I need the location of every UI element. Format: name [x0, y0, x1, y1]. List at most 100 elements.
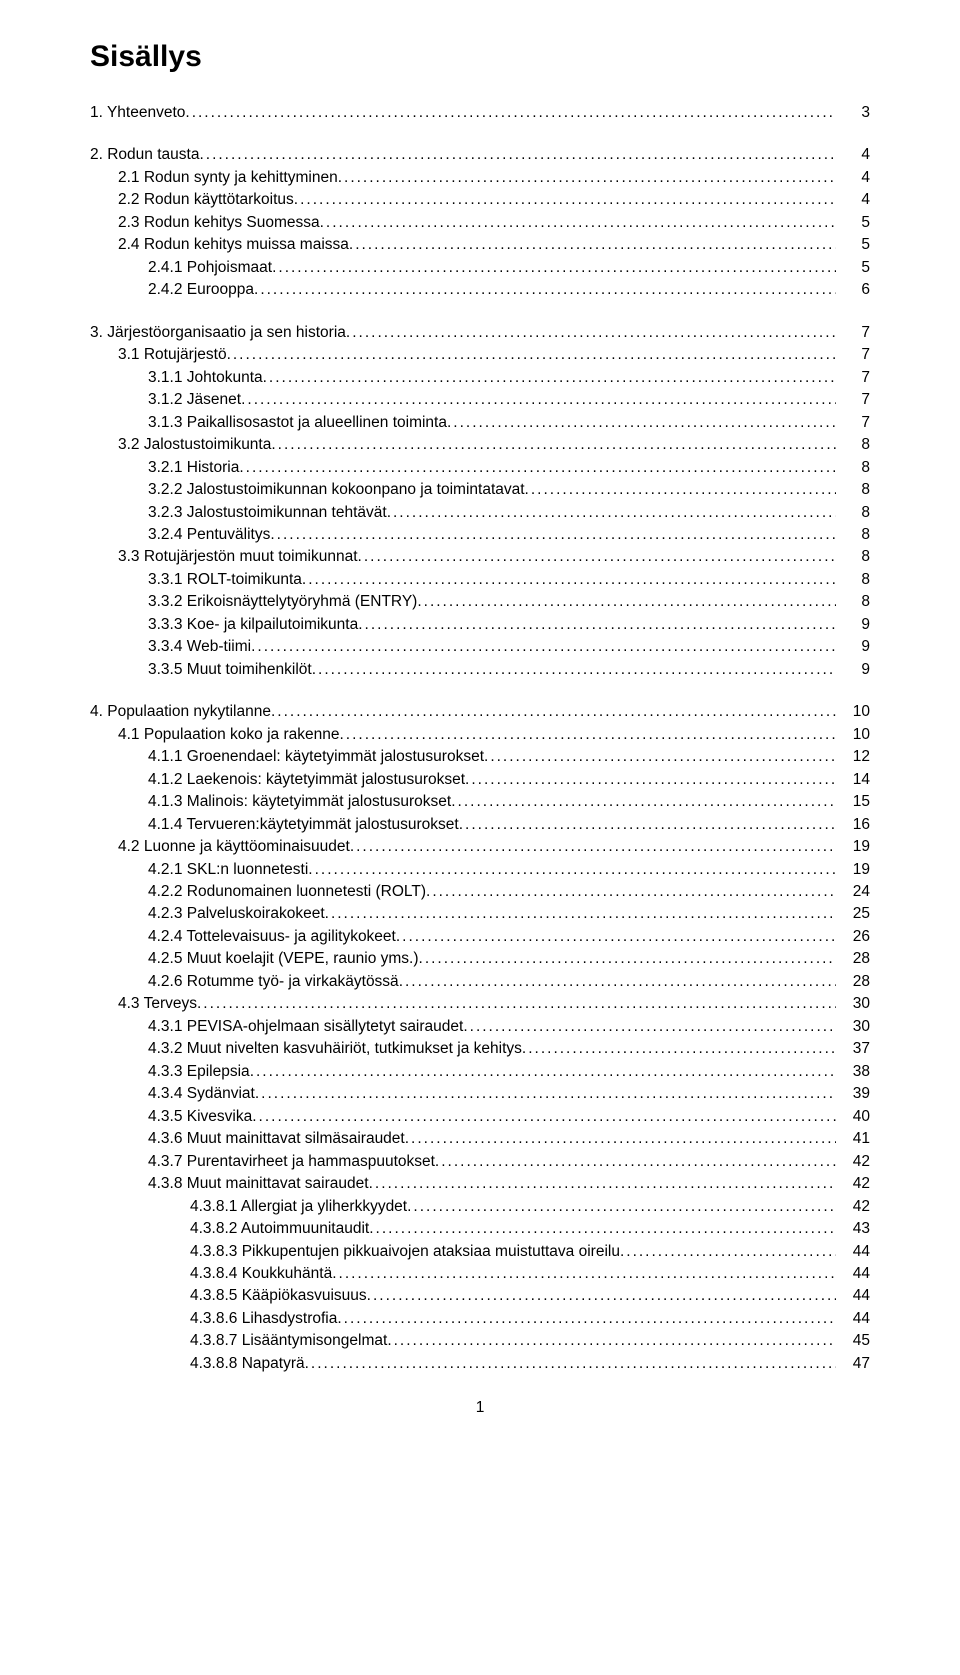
toc-entry-label: 4.3.2 Muut nivelten kasvuhäiriöt, tutkim… — [90, 1038, 522, 1060]
toc-leader-dots — [185, 102, 836, 124]
toc-row: 4.3.4 Sydänviat 39 — [90, 1083, 870, 1105]
toc-entry-label: 4.1.2 Laekenois: käytetyimmät jalostusur… — [90, 769, 465, 791]
toc-entry-label: 4.3 Terveys — [90, 993, 197, 1015]
toc-entry-page: 4 — [836, 144, 870, 166]
toc-entry-page: 42 — [836, 1151, 870, 1173]
toc-entry-label: 4.3.8.3 Pikkupentujen pikkuaivojen ataks… — [90, 1241, 620, 1263]
toc-entry-label: 4.2.4 Tottelevaisuus- ja agilitykokeet — [90, 926, 396, 948]
toc-row: 4.3.8.8 Napatyrä47 — [90, 1353, 870, 1375]
toc-entry-label: 3.2.4 Pentuvälitys — [90, 524, 270, 546]
toc-row: 4.3.8.2 Autoimmuunitaudit43 — [90, 1218, 870, 1240]
toc-leader-dots — [447, 412, 836, 434]
toc-row: 4.1.1 Groenendael: käytetyimmät jalostus… — [90, 746, 870, 768]
toc-entry-page: 10 — [836, 701, 870, 723]
toc-entry-page: 38 — [836, 1061, 870, 1083]
toc-entry-page: 14 — [836, 769, 870, 791]
toc-row: 2. Rodun tausta4 — [90, 144, 870, 166]
toc-entry-page: 8 — [836, 479, 870, 501]
toc-entry-label: 3.1.3 Paikallisosastot ja alueellinen to… — [90, 412, 447, 434]
toc-leader-dots — [435, 1151, 836, 1173]
toc-entry-label: 2.3 Rodun kehitys Suomessa — [90, 212, 320, 234]
toc-row: 4.3 Terveys30 — [90, 993, 870, 1015]
toc-entry-page: 8 — [836, 524, 870, 546]
toc-row: 3.3.4 Web-tiimi9 — [90, 636, 870, 658]
toc-entry-label: 3.3.4 Web-tiimi — [90, 636, 251, 658]
toc-row: 2.4.1 Pohjoismaat5 — [90, 257, 870, 279]
toc-row: 4.2.1 SKL:n luonnetesti19 — [90, 859, 870, 881]
toc-entry-label: 4.1.4 Tervueren:käytetyimmät jalostusuro… — [90, 814, 459, 836]
toc-entry-label: 2.4.1 Pohjoismaat — [90, 257, 272, 279]
toc-entry-page: 28 — [836, 971, 870, 993]
toc-entry-label: 4. Populaation nykytilanne — [90, 701, 271, 723]
toc-leader-dots — [199, 144, 836, 166]
toc-leader-dots — [367, 1285, 836, 1307]
toc-row: 3.1.2 Jäsenet7 — [90, 389, 870, 411]
toc-row: 3.3 Rotujärjestön muut toimikunnat8 — [90, 546, 870, 568]
toc-entry-page: 41 — [836, 1128, 870, 1150]
toc-entry-page: 44 — [836, 1285, 870, 1307]
toc-section: 4. Populaation nykytilanne 104.1 Populaat… — [90, 701, 870, 1375]
toc-entry-label: 4.3.3 Epilepsia — [90, 1061, 250, 1083]
toc-entry-label: 4.3.8.7 Lisääntymisongelmat — [90, 1330, 387, 1352]
toc-leader-dots — [272, 257, 836, 279]
toc-row: 1. Yhteenveto3 — [90, 102, 870, 124]
toc-entry-label: 3.1.2 Jäsenet — [90, 389, 241, 411]
toc-entry-page: 19 — [836, 836, 870, 858]
toc-leader-dots — [241, 389, 836, 411]
toc-leader-dots — [399, 971, 836, 993]
toc-entry-page: 24 — [836, 881, 870, 903]
toc-leader-dots — [417, 591, 836, 613]
toc-entry-page: 7 — [836, 322, 870, 344]
toc-leader-dots — [270, 524, 836, 546]
toc-entry-label: 4.3.8.8 Napatyrä — [90, 1353, 305, 1375]
toc-entry-page: 39 — [836, 1083, 870, 1105]
toc-row: 4.3.2 Muut nivelten kasvuhäiriöt, tutkim… — [90, 1038, 870, 1060]
toc-row: 4.2.3 Palveluskoirakokeet25 — [90, 903, 870, 925]
toc-entry-label: 4.2.2 Rodunomainen luonnetesti (ROLT) — [90, 881, 426, 903]
toc-section: 1. Yhteenveto3 — [90, 102, 870, 124]
toc-entry-label: 3.3.1 ROLT-toimikunta — [90, 569, 302, 591]
toc-entry-label: 4.3.8.6 Lihasdystrofia — [90, 1308, 337, 1330]
toc-leader-dots — [451, 791, 836, 813]
toc-entry-label: 3. Järjestöorganisaatio ja sen historia — [90, 322, 346, 344]
toc-entry-page: 5 — [836, 212, 870, 234]
toc-entry-label: 4.1.1 Groenendael: käytetyimmät jalostus… — [90, 746, 484, 768]
toc-leader-dots — [254, 279, 836, 301]
toc-entry-page: 28 — [836, 948, 870, 970]
toc-leader-dots — [227, 344, 836, 366]
toc-entry-page: 12 — [836, 746, 870, 768]
toc-leader-dots — [484, 746, 836, 768]
toc-row: 4.1 Populaation koko ja rakenne10 — [90, 724, 870, 746]
toc-leader-dots — [463, 1016, 836, 1038]
toc-entry-label: 4.3.1 PEVISA-ohjelmaan sisällytetyt sair… — [90, 1016, 463, 1038]
toc-row: 2.1 Rodun synty ja kehittyminen4 — [90, 167, 870, 189]
toc-leader-dots — [250, 1061, 836, 1083]
toc-entry-page: 8 — [836, 434, 870, 456]
toc-entry-page: 40 — [836, 1106, 870, 1128]
toc-leader-dots — [263, 367, 836, 389]
toc-entry-page: 26 — [836, 926, 870, 948]
toc-row: 4.3.8 Muut mainittavat sairaudet42 — [90, 1173, 870, 1195]
toc-leader-dots — [369, 1173, 836, 1195]
page-number: 1 — [90, 1399, 870, 1417]
toc-leader-dots — [349, 234, 836, 256]
toc-row: 3.1.3 Paikallisosastot ja alueellinen to… — [90, 412, 870, 434]
page-title: Sisällys — [90, 40, 870, 74]
toc-row: 4.1.2 Laekenois: käytetyimmät jalostusur… — [90, 769, 870, 791]
toc-row: 4.2.4 Tottelevaisuus- ja agilitykokeet 26 — [90, 926, 870, 948]
toc-row: 4.3.7 Purentavirheet ja hammaspuutokset4… — [90, 1151, 870, 1173]
toc-leader-dots — [255, 1083, 836, 1105]
toc-entry-page: 44 — [836, 1263, 870, 1285]
toc-leader-dots — [369, 1218, 836, 1240]
toc-entry-label: 3.3.2 Erikoisnäyttelytyöryhmä (ENTRY) — [90, 591, 417, 613]
toc-leader-dots — [339, 724, 836, 746]
toc-entry-page: 7 — [836, 412, 870, 434]
toc-leader-dots — [252, 1106, 836, 1128]
toc-row: 2.3 Rodun kehitys Suomessa 5 — [90, 212, 870, 234]
toc-row: 4.3.8.4 Koukkuhäntä44 — [90, 1263, 870, 1285]
toc-entry-label: 4.3.6 Muut mainittavat silmäsairaudet — [90, 1128, 405, 1150]
toc-leader-dots — [302, 569, 836, 591]
toc-entry-label: 4.3.5 Kivesvika — [90, 1106, 252, 1128]
toc-entry-label: 4.3.4 Sydänviat — [90, 1083, 255, 1105]
toc-leader-dots — [251, 636, 836, 658]
